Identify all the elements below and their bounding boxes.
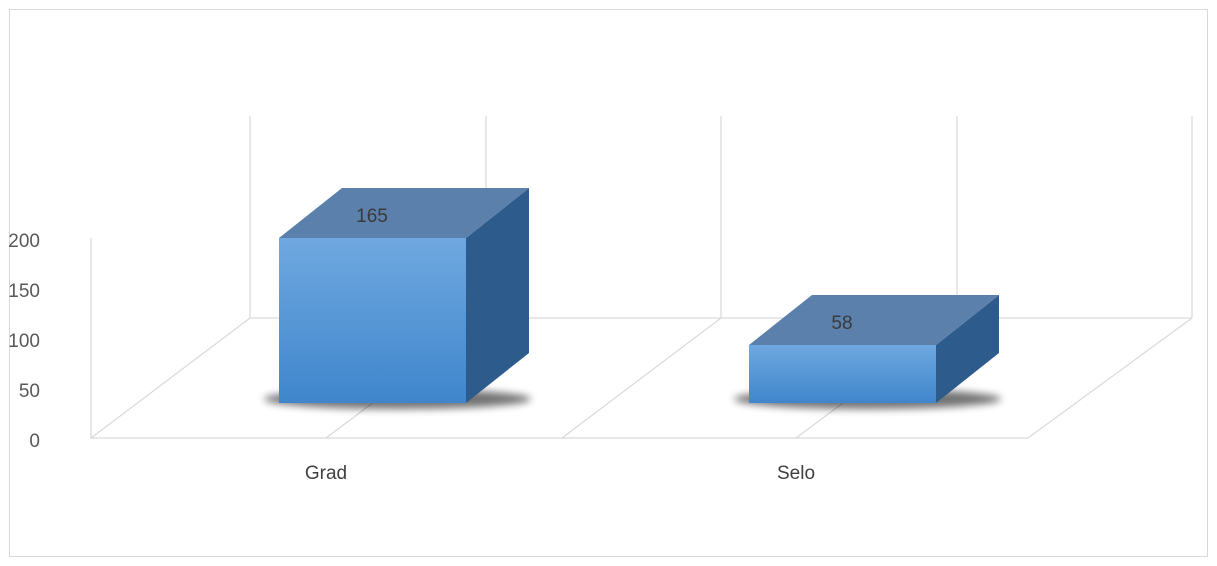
floor-edge-right bbox=[1027, 317, 1193, 439]
chart-frame bbox=[9, 9, 1208, 557]
bar-data-label: 165 bbox=[356, 206, 388, 227]
y-tick-label: 100 bbox=[8, 331, 40, 352]
x-axis: Grad Selo bbox=[305, 463, 815, 484]
y-tick-label: 0 bbox=[29, 431, 40, 452]
y-axis: 0 50 100 150 200 bbox=[8, 231, 40, 452]
grid-layer bbox=[90, 116, 1193, 439]
bar-data-label: 58 bbox=[831, 313, 852, 334]
bar-front-face bbox=[749, 345, 936, 403]
floor-edge-left bbox=[90, 317, 251, 439]
y-tick-label: 200 bbox=[8, 231, 40, 252]
bar-side-face bbox=[936, 295, 999, 403]
x-category-label: Grad bbox=[305, 463, 347, 484]
bar-top-face bbox=[749, 295, 999, 345]
bar-side-face bbox=[466, 188, 529, 403]
y-tick-label: 50 bbox=[19, 381, 40, 402]
y-tick-label: 150 bbox=[8, 281, 40, 302]
bar-top-face bbox=[279, 188, 529, 238]
data-labels: 165 58 bbox=[356, 206, 852, 334]
x-category-label: Selo bbox=[777, 463, 815, 484]
floor-gridline bbox=[561, 317, 722, 439]
bar-front-face bbox=[279, 238, 466, 403]
bars-layer bbox=[264, 188, 1001, 409]
